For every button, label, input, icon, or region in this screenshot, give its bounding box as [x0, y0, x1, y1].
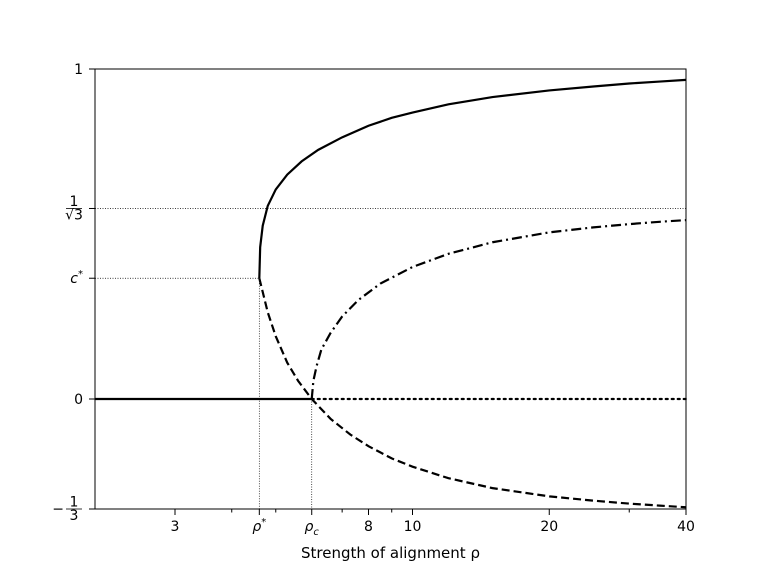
y-tick-label: 1 — [74, 62, 83, 78]
series-line-dashed — [258, 277, 687, 509]
y-tick-label-numerator: 1 — [70, 194, 79, 210]
reference-lines — [95, 208, 686, 509]
x-tick-label: 3 — [171, 519, 180, 535]
y-tick-label: c* — [70, 269, 83, 287]
x-tick-label: ρc — [305, 519, 320, 538]
y-tick-label-numerator: 1 — [70, 495, 79, 511]
x-tick-label: 40 — [677, 519, 695, 535]
x-tick-label: ρ* — [252, 517, 266, 535]
y-tick-label-denominator: √3 — [65, 207, 83, 223]
x-tick-label: 10 — [404, 519, 422, 535]
y-tick-label-sign: − — [52, 502, 64, 518]
series-lines — [95, 78, 688, 509]
series-line-dashdot — [310, 219, 687, 400]
y-tick-label-denominator: 3 — [70, 508, 79, 524]
x-axis-label: Strength of alignment ρ — [301, 544, 480, 562]
series-line-solid — [258, 78, 687, 279]
x-tick-label: 20 — [540, 519, 558, 535]
plot-frame — [94, 68, 687, 510]
y-tick-label: 0 — [74, 392, 83, 408]
x-tick-label: 8 — [364, 519, 373, 535]
